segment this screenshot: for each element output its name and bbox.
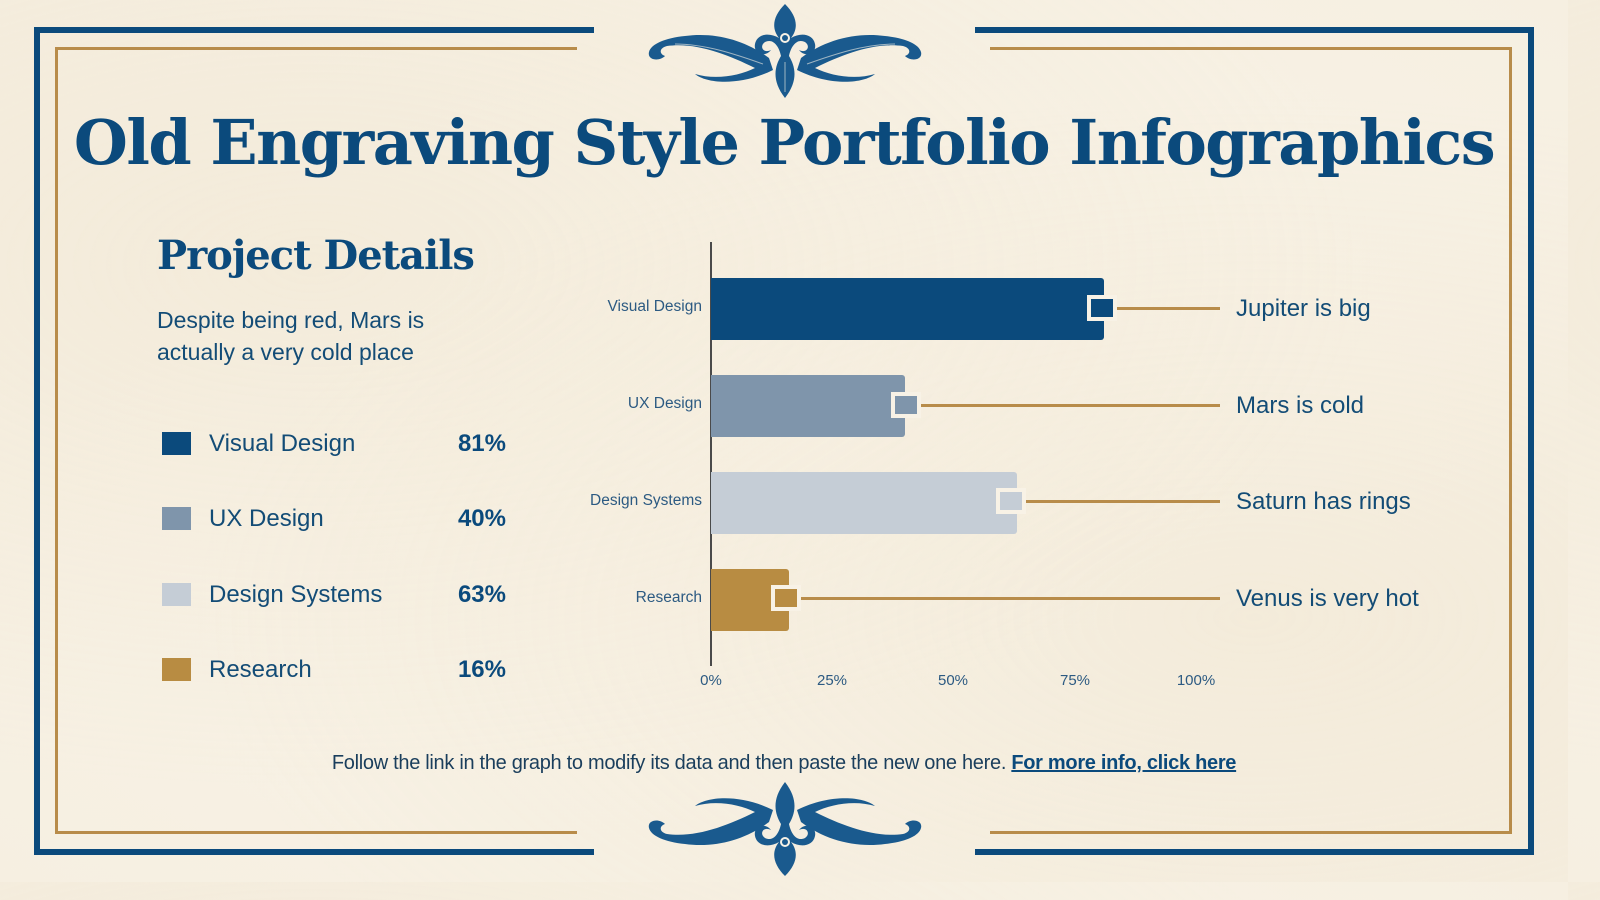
bar-end-marker (996, 488, 1026, 514)
footer-text: Follow the link in the graph to modify i… (331, 752, 1007, 774)
bar-end-marker (891, 392, 921, 418)
legend-swatch (162, 507, 191, 530)
legend-swatch (162, 583, 191, 606)
x-tick-label: 75% (1059, 672, 1091, 689)
frame-outer-left (34, 27, 40, 855)
section-description: Despite being red, Mars is actually a ve… (157, 307, 425, 365)
bar-visual-design (711, 278, 1104, 340)
frame-outer-bottom-right (975, 849, 1534, 855)
legend-label: Design Systems (209, 581, 383, 608)
frame-inner-left (55, 47, 58, 834)
x-tick-label: 25% (816, 672, 848, 689)
legend-label: Research (209, 656, 312, 683)
leader-line (918, 404, 1220, 407)
x-tick-label: 0% (700, 672, 722, 689)
frame-outer-bottom-left (34, 849, 594, 855)
frame-outer-top-left (34, 27, 594, 33)
bottom-ornament-icon (648, 782, 922, 876)
annotation-label: Saturn has rings (1236, 488, 1411, 515)
category-label: UX Design (627, 395, 702, 412)
frame-outer-right (1528, 27, 1534, 855)
frame-inner-bottom-right (990, 831, 1512, 834)
leader-line (1114, 307, 1220, 310)
category-label: Visual Design (607, 298, 703, 315)
annotation-label: Venus is very hot (1236, 585, 1419, 612)
bar-end-marker (1087, 295, 1117, 321)
frame-outer-top-right (975, 27, 1534, 33)
legend-item-research: Research 16% (162, 656, 512, 686)
leader-line (798, 597, 1220, 600)
x-tick-label: 100% (1176, 672, 1216, 689)
legend-value: 40% (457, 505, 506, 532)
bar-design-systems (711, 472, 1017, 534)
legend-swatch (162, 658, 191, 681)
legend-item-design-systems: Design Systems 63% (162, 581, 512, 611)
frame-inner-top-left (55, 47, 577, 50)
frame-inner-top-right (990, 47, 1512, 50)
section-title: Project Details (157, 232, 475, 279)
legend-swatch (162, 432, 191, 455)
category-label: Design Systems (590, 492, 702, 509)
frame-inner-right (1509, 47, 1512, 834)
x-tick-label: 50% (937, 672, 969, 689)
leader-line (1023, 500, 1220, 503)
annotation-label: Mars is cold (1236, 392, 1365, 419)
more-info-link[interactable]: For more info, click here (1011, 752, 1237, 774)
bar-end-marker (771, 585, 801, 611)
legend-value: 81% (457, 430, 506, 457)
page-title: Old Engraving Style Portfolio Infographi… (73, 106, 1496, 179)
legend-label: Visual Design (209, 430, 356, 457)
legend-value: 63% (457, 581, 506, 608)
frame-inner-bottom-left (55, 831, 577, 834)
legend-value: 16% (457, 656, 506, 683)
legend-item-visual-design: Visual Design 81% (162, 430, 512, 460)
footer-note: Follow the link in the graph to modify i… (0, 752, 1568, 775)
top-ornament-icon (648, 4, 922, 98)
category-label: Research (635, 589, 702, 606)
legend-label: UX Design (209, 505, 324, 532)
annotation-label: Jupiter is big (1236, 295, 1371, 322)
bar-ux-design (711, 375, 905, 437)
chart-y-axis (710, 242, 712, 666)
legend-item-ux-design: UX Design 40% (162, 505, 512, 535)
